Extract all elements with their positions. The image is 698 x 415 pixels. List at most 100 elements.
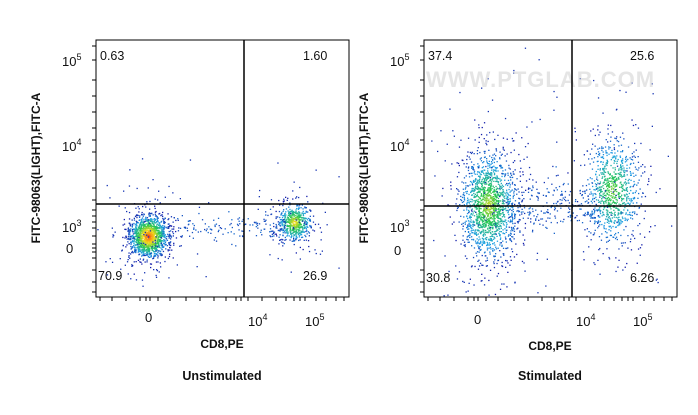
event-dot	[598, 189, 600, 191]
event-dot	[579, 78, 581, 80]
event-dot	[489, 208, 492, 211]
event-dot	[144, 247, 146, 249]
event-dot	[606, 206, 608, 208]
event-dot	[632, 202, 634, 204]
event-dot	[619, 156, 622, 158]
event-dot	[140, 245, 143, 247]
event-dot	[525, 189, 527, 191]
event-dot	[509, 256, 512, 258]
event-dot	[281, 219, 284, 221]
event-dot	[160, 244, 162, 246]
event-dot	[624, 189, 626, 191]
event-dot	[620, 204, 622, 206]
event-dot	[603, 202, 605, 204]
event-dot	[598, 174, 601, 176]
event-dot	[626, 197, 628, 200]
event-dot	[621, 216, 624, 218]
event-dot	[477, 163, 479, 165]
event-dot	[131, 241, 133, 243]
event-dot	[298, 206, 300, 208]
event-dot	[175, 219, 177, 222]
event-dot	[273, 235, 275, 237]
event-dot	[637, 197, 639, 199]
event-dot	[143, 223, 146, 226]
event-dot	[476, 234, 478, 236]
event-dot	[480, 241, 482, 244]
event-dot	[474, 230, 476, 232]
event-dot	[505, 241, 507, 243]
event-dot	[482, 201, 484, 203]
event-dot	[512, 173, 515, 175]
event-dot	[519, 175, 522, 177]
event-dot	[142, 222, 144, 224]
event-dot	[180, 245, 182, 247]
event-dot	[152, 229, 154, 231]
event-dot	[497, 229, 499, 231]
event-dot	[604, 166, 606, 168]
event-dot	[281, 222, 283, 224]
event-dot	[500, 179, 503, 181]
event-dot	[625, 91, 627, 93]
event-dot	[315, 169, 317, 171]
event-dot	[488, 191, 490, 193]
event-dot	[617, 150, 619, 152]
event-dot	[644, 236, 646, 238]
event-dot	[127, 229, 129, 232]
event-dot	[122, 224, 124, 226]
event-dot	[495, 193, 497, 195]
event-dot	[297, 217, 299, 219]
event-dot	[621, 200, 623, 202]
event-dot	[631, 218, 634, 220]
event-dot	[450, 181, 452, 183]
event-dot	[145, 223, 148, 225]
event-dot	[458, 271, 461, 273]
event-dot	[162, 215, 164, 218]
event-dot	[493, 222, 496, 225]
event-dot	[295, 252, 297, 254]
event-dot	[510, 190, 512, 192]
event-dot	[269, 224, 271, 226]
event-dot	[154, 219, 156, 221]
event-dot	[604, 146, 607, 148]
event-dot	[495, 246, 497, 248]
event-dot	[492, 202, 495, 205]
event-dot	[609, 234, 612, 237]
event-dot	[492, 204, 494, 206]
event-dot	[614, 189, 616, 191]
event-dot	[292, 226, 295, 229]
event-dot	[282, 234, 284, 236]
event-dot	[504, 155, 506, 157]
event-dot	[612, 185, 614, 187]
event-dot	[459, 91, 461, 94]
event-dot	[254, 222, 256, 224]
event-dot	[499, 178, 501, 180]
event-dot	[466, 163, 468, 165]
event-dot	[632, 230, 634, 232]
event-dot	[474, 233, 476, 235]
event-dot	[150, 235, 152, 238]
event-dot	[492, 154, 494, 156]
event-dot	[613, 180, 615, 182]
event-dot	[606, 236, 609, 238]
event-dot	[633, 197, 636, 199]
event-dot	[138, 236, 140, 239]
event-dot	[131, 251, 133, 254]
event-dot	[508, 164, 510, 167]
event-dot	[519, 180, 521, 182]
event-dot	[163, 241, 165, 243]
event-dot	[608, 186, 610, 188]
event-dot	[286, 221, 288, 223]
event-dot	[488, 238, 490, 240]
event-dot	[602, 157, 605, 160]
event-dot	[610, 208, 612, 210]
event-dot	[530, 218, 532, 220]
event-dot	[476, 188, 479, 190]
event-dot	[487, 188, 489, 191]
event-dot	[642, 164, 644, 166]
event-dot	[479, 242, 481, 245]
event-dot	[284, 218, 286, 220]
event-dot	[622, 160, 624, 162]
event-dot	[488, 212, 491, 214]
event-dot	[636, 202, 638, 204]
event-dot	[609, 146, 611, 149]
